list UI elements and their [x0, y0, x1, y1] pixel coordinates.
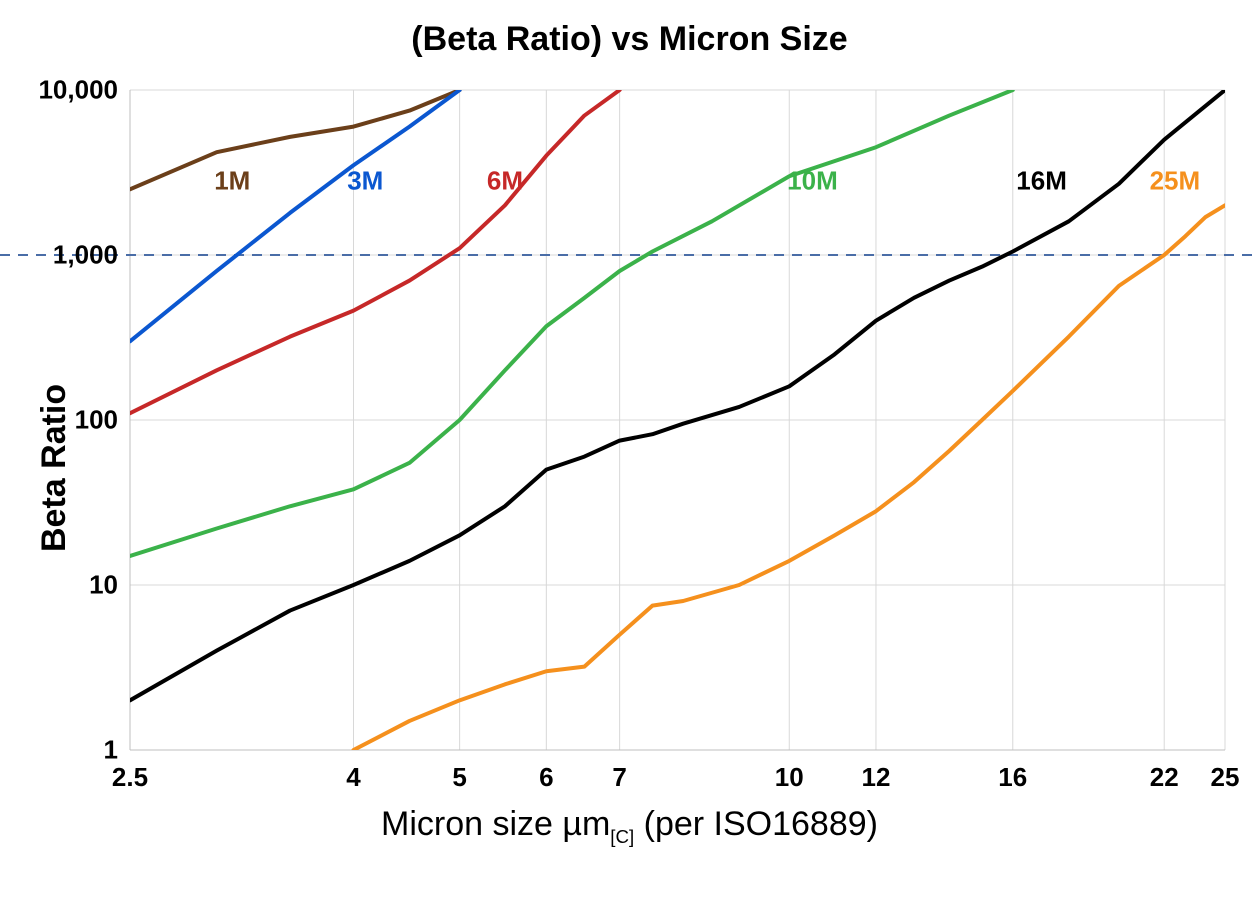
x-tick-label: 4	[346, 762, 360, 793]
y-tick-label: 10,000	[0, 75, 118, 106]
series-line-3M	[130, 90, 460, 341]
series-line-10M	[130, 90, 1013, 556]
series-line-1M	[130, 90, 460, 189]
x-tick-label: 6	[539, 762, 553, 793]
plot-area	[0, 0, 1259, 902]
x-tick-label: 2.5	[112, 762, 148, 793]
x-tick-label: 5	[452, 762, 466, 793]
chart-container: (Beta Ratio) vs Micron Size Beta Ratio M…	[0, 0, 1259, 902]
series-label-1M: 1M	[214, 166, 250, 197]
y-tick-label: 1	[0, 735, 118, 766]
x-tick-label: 22	[1150, 762, 1179, 793]
series-label-6M: 6M	[487, 166, 523, 197]
x-tick-label: 12	[861, 762, 890, 793]
series-label-25M: 25M	[1150, 166, 1201, 197]
x-tick-label: 7	[612, 762, 626, 793]
x-tick-label: 25	[1211, 762, 1240, 793]
series-label-3M: 3M	[347, 166, 383, 197]
y-tick-label: 100	[0, 405, 118, 436]
x-tick-label: 10	[775, 762, 804, 793]
series-label-16M: 16M	[1016, 166, 1067, 197]
series-label-10M: 10M	[787, 166, 838, 197]
y-tick-label: 10	[0, 570, 118, 601]
y-tick-label: 1,000	[0, 240, 118, 271]
x-tick-label: 16	[998, 762, 1027, 793]
